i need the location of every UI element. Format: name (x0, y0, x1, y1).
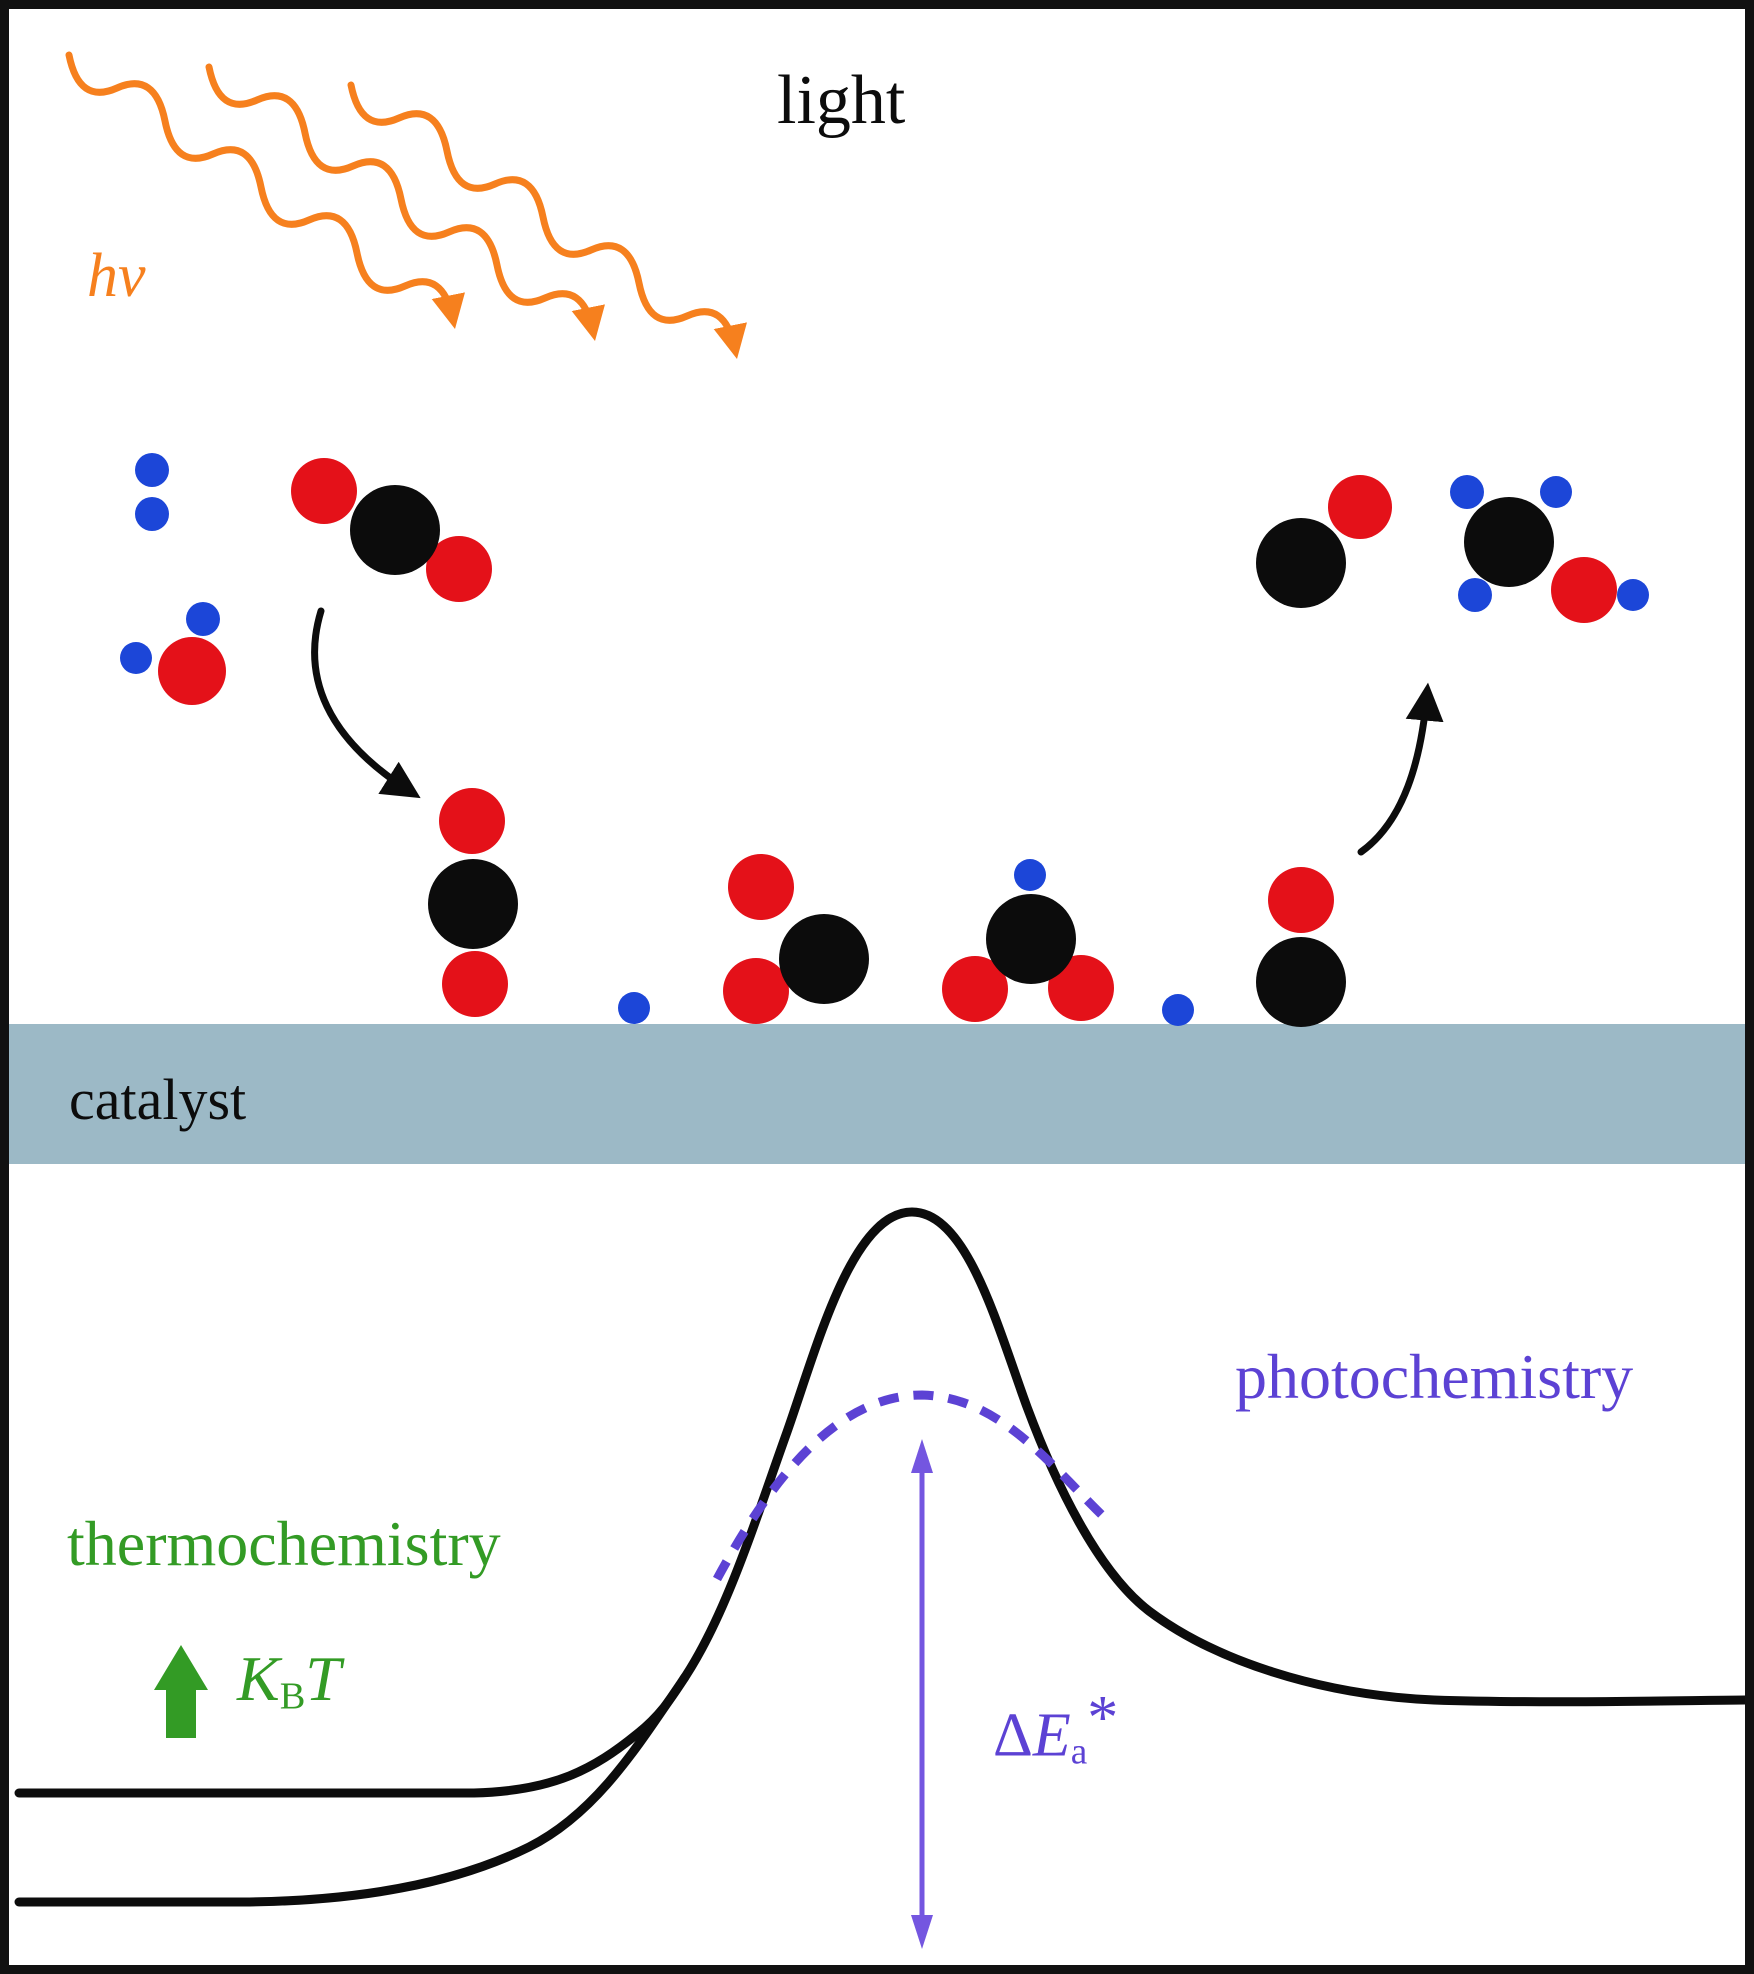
h-adatom-1 (618, 992, 650, 1024)
blue-atom (1162, 994, 1194, 1026)
blue-atom (1450, 475, 1484, 509)
ea-arrowhead-up-icon (911, 1439, 933, 1473)
photon-wave-1 (65, 51, 465, 330)
red-atom (291, 458, 357, 524)
light-label: light (777, 62, 906, 139)
thermochemistry-label: thermochemistry (67, 1508, 501, 1579)
red-atom (442, 951, 508, 1017)
co2-molecule-free (291, 458, 492, 602)
methanol-molecule-product (1450, 475, 1649, 623)
red-atom (942, 956, 1008, 1022)
red-atom (1048, 955, 1114, 1021)
desorption-arrow (1357, 682, 1444, 856)
kbt-up-arrow (154, 1645, 208, 1738)
blue-atom (1458, 578, 1492, 612)
energy-diagram (14, 1207, 1745, 1949)
kbt-t: T (305, 1643, 341, 1714)
co-molecule-product (1256, 475, 1392, 608)
dea-delta: Δ (993, 1701, 1033, 1770)
red-atom (158, 637, 226, 705)
blue-atom (1617, 579, 1649, 611)
blue-atom (1540, 476, 1572, 508)
photochemistry-label: photochemistry (1235, 1341, 1634, 1412)
blue-atom (135, 453, 169, 487)
reaction-arrows (311, 607, 1444, 856)
adsorption-arrow (311, 607, 421, 799)
black-atom (1256, 937, 1346, 1027)
red-atom (1551, 557, 1617, 623)
black-atom (986, 894, 1076, 984)
red-atom (1328, 475, 1392, 539)
red-atom (728, 854, 794, 920)
red-atom (426, 536, 492, 602)
kbt-subscript: B (279, 1675, 306, 1718)
thermochemistry-upper-branch (14, 1672, 690, 1798)
photon-waves (65, 51, 747, 360)
black-atom (779, 914, 869, 1004)
kbt-k: K (237, 1643, 280, 1714)
molecules (120, 453, 1649, 1027)
thermochemistry-curve (14, 1207, 1745, 1907)
dea-star: * (1087, 1684, 1119, 1752)
catalyst-bar (9, 1024, 1745, 1164)
red-atom (1268, 867, 1334, 933)
co2-adsorbed-vertical (428, 788, 518, 1017)
delta-ea-label: ΔEa* (993, 1687, 1118, 1771)
kbt-label: KBT (237, 1647, 341, 1716)
formate-intermediate-adsorbed (942, 859, 1114, 1022)
h2-molecule-free (135, 453, 169, 531)
blue-atom (135, 497, 169, 531)
co2-adsorbed-bent (723, 854, 869, 1024)
co-adsorbed (1256, 867, 1346, 1027)
red-atom (723, 958, 789, 1024)
hv-photon-label: hν (87, 242, 146, 310)
catalyst-label: catalyst (69, 1067, 247, 1132)
dea-e: E (1032, 1701, 1071, 1770)
blue-atom (120, 642, 152, 674)
red-atom (439, 788, 505, 854)
h-adatom-2 (1162, 994, 1194, 1026)
blue-atom (618, 992, 650, 1024)
blue-atom (186, 602, 220, 636)
blue-atom (1014, 859, 1046, 891)
black-atom (350, 485, 440, 575)
photon-wave-3 (347, 81, 747, 360)
black-atom (428, 859, 518, 949)
ea-arrowhead-down-icon (911, 1915, 933, 1949)
photon-wave-2 (205, 63, 605, 342)
black-atom (1256, 518, 1346, 608)
photochemistry-dashed-curve (713, 1390, 1110, 1582)
black-atom (1464, 497, 1554, 587)
dea-subscript: a (1070, 1731, 1088, 1773)
h2o-molecule-free (120, 602, 226, 705)
diagram-canvas (9, 51, 1745, 1949)
